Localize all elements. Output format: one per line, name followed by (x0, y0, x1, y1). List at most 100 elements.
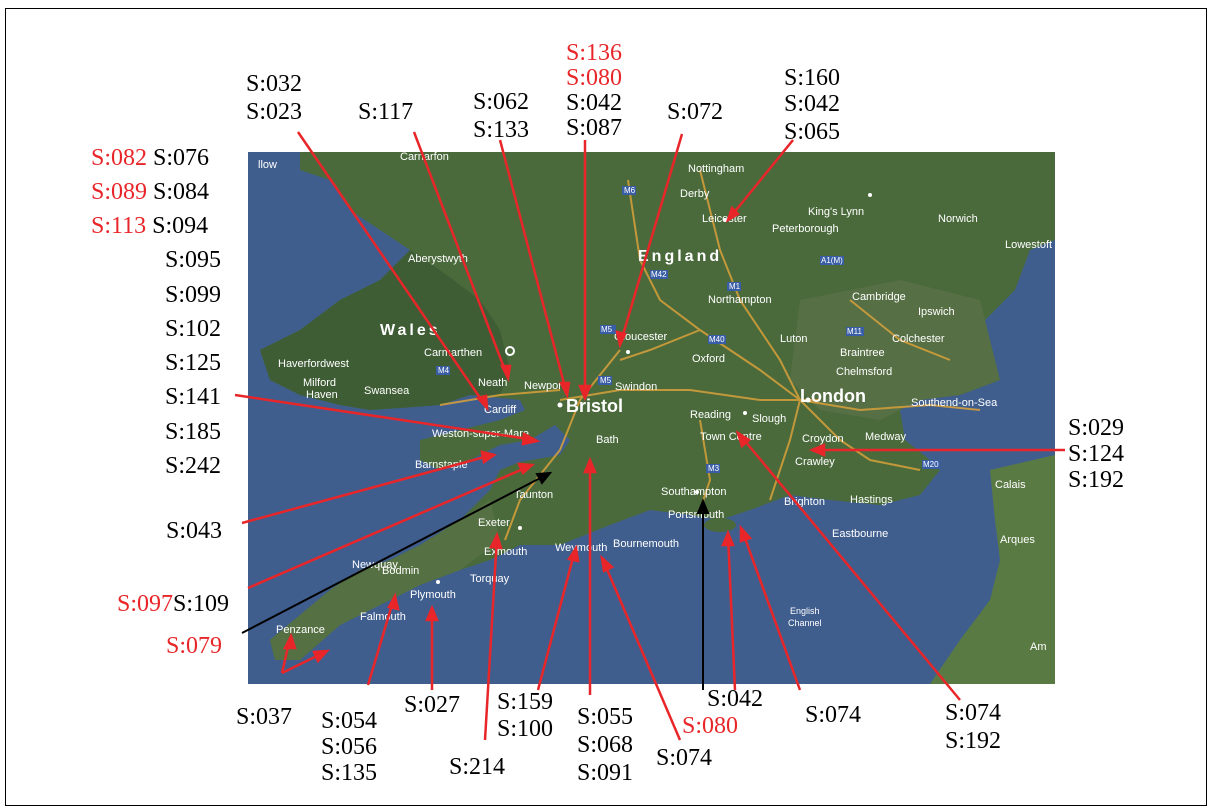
place-dots (436, 193, 872, 584)
place-name: Carmarthen (424, 347, 482, 359)
place-name: Portsmouth (668, 509, 724, 521)
pointer-lines (234, 131, 1065, 741)
pointer-head (387, 592, 400, 611)
pointer-head (615, 330, 627, 349)
sample-label: S:192 (1068, 467, 1125, 493)
sample-label: S:029 (1068, 415, 1125, 441)
sample-label: S:076 (153, 145, 210, 171)
sample-label-highlight: S:082 (91, 145, 148, 171)
pointer-line (536, 549, 577, 691)
sample-label: S:042 (707, 686, 764, 712)
pointer-head (521, 432, 541, 446)
pointer-line (241, 453, 493, 525)
pointer-head (583, 456, 597, 474)
satellite-map: llow Carnarfon Nottingham Derby Leiceste… (248, 152, 1055, 684)
place-name: Hastings (850, 494, 893, 506)
place-name: Bristol (566, 396, 623, 416)
place-name: King's Lynn (808, 206, 864, 218)
sample-label: S:087 (566, 115, 623, 141)
sample-label: S:042 (784, 91, 841, 117)
sample-label: S:074 (805, 702, 862, 728)
place-name: Luton (780, 333, 808, 345)
landmass-east-shade (790, 280, 1000, 420)
sample-label-highlight: S:097 (117, 591, 174, 617)
place-name: Arques (1000, 534, 1035, 546)
place-name: Chelmsford (836, 366, 892, 378)
svg-text:M6: M6 (624, 186, 636, 195)
place-name: Taunton (514, 489, 553, 501)
pointer-head (696, 498, 710, 514)
sample-label: S:124 (1068, 441, 1125, 467)
pointer-head (489, 531, 503, 550)
pointer-line (618, 133, 684, 346)
sample-label-row: S:089 S:084 (91, 180, 209, 204)
place-name: Plymouth (410, 589, 456, 601)
svg-text:M11: M11 (847, 327, 863, 336)
sample-label: S:192 (945, 728, 1002, 754)
pointer-head (517, 462, 536, 476)
sample-label: S:072 (667, 99, 724, 125)
place-name: Bath (596, 434, 619, 446)
place-name: Medway (865, 431, 906, 443)
sample-label: S:062 (473, 89, 530, 115)
road-network (439, 169, 981, 541)
sample-label: S:074 (656, 745, 713, 771)
city-emphasis: Bristol London (566, 386, 866, 416)
sample-label: S:109 (173, 591, 230, 617)
place-name: Aberystwyth (408, 253, 468, 265)
sample-label: S:043 (166, 518, 223, 544)
sample-label: S:054 (321, 708, 378, 734)
sample-label-row: S:082 S:076 (91, 146, 209, 170)
place-name: Eastbourne (832, 528, 888, 540)
sample-label: S:091 (577, 760, 634, 786)
svg-text:M20: M20 (923, 460, 939, 469)
place-name: Swansea (364, 385, 410, 397)
pointer-line (241, 473, 549, 634)
pointer-head (725, 205, 741, 223)
pointer-head (282, 632, 297, 650)
place-name: Town Centre (700, 431, 762, 443)
svg-text:M5: M5 (600, 376, 612, 385)
place-name: Brighton (784, 496, 825, 508)
sample-label: S:056 (321, 734, 378, 760)
place-name: Am (1030, 641, 1047, 653)
place-name: Northampton (708, 294, 772, 306)
place-name: Gloucester (614, 331, 668, 343)
pointer-line (740, 529, 802, 691)
sample-label: S:065 (784, 119, 841, 145)
figure-frame (5, 8, 1207, 806)
sample-label: S:102 (165, 316, 222, 342)
place-name: Newport (524, 380, 565, 392)
sample-label: S:027 (404, 692, 461, 718)
pointer-line (727, 139, 794, 221)
sample-label: S:099 (165, 282, 222, 308)
pointer-line (412, 131, 510, 379)
sample-label: S:125 (165, 350, 222, 376)
pointer-head (312, 649, 331, 664)
pointer-head (535, 471, 553, 485)
pointer-line (483, 536, 499, 741)
sample-label: S:135 (321, 760, 378, 786)
place-name: Weston-super-Mare (432, 428, 529, 440)
pointer-head (739, 524, 753, 543)
svg-text:M4: M4 (438, 366, 450, 375)
place-name: Penzance (276, 624, 325, 636)
place-name: Slough (752, 413, 786, 425)
place-name: Crawley (795, 456, 835, 468)
sample-label: S:160 (784, 65, 841, 91)
place-name: Cambridge (852, 291, 906, 303)
place-name: Ipswich (918, 306, 955, 318)
place-name: Cardiff (484, 404, 517, 416)
pointer-line (601, 559, 682, 741)
sample-label-highlight: S:079 (166, 633, 223, 659)
pointer-head (480, 450, 497, 465)
sample-label: S:037 (236, 704, 293, 730)
place-name: Braintree (840, 347, 885, 359)
sample-label-highlight: S:089 (91, 179, 148, 205)
sample-label: S:214 (449, 754, 506, 780)
sample-label: S:242 (165, 453, 222, 479)
pointer-line (498, 139, 569, 396)
place-name: Haven (306, 389, 338, 401)
pointer-line (366, 597, 396, 686)
sample-label: S:095 (165, 247, 222, 273)
